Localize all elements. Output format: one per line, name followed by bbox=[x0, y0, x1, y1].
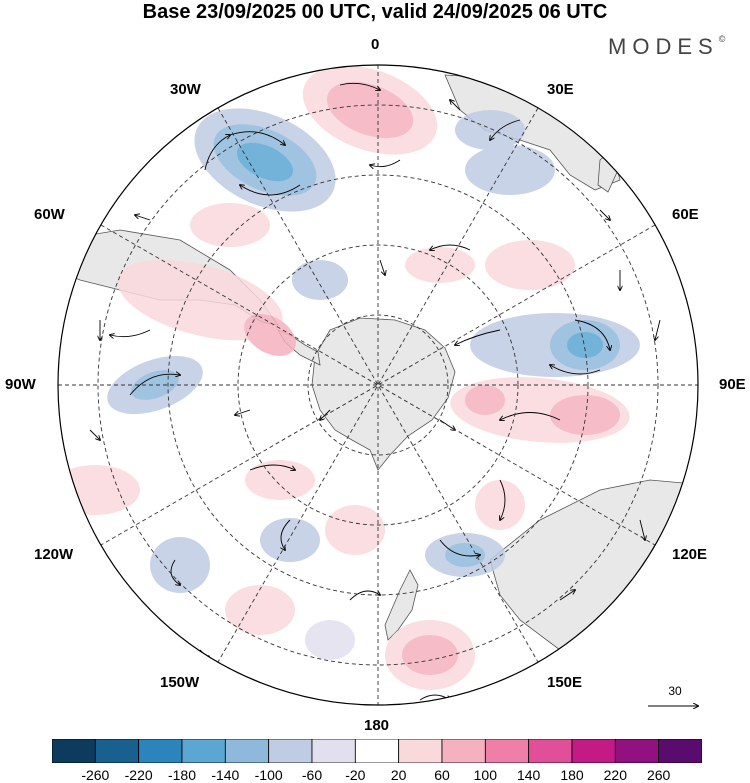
lon-label-150e: 150E bbox=[547, 674, 583, 691]
vector-scale: 30 bbox=[640, 684, 710, 714]
colorbar-tick-label: -220 bbox=[124, 767, 153, 783]
colorbar-tick-label: 60 bbox=[434, 767, 450, 783]
colorbar-tick-label: 220 bbox=[603, 767, 628, 783]
brand-mark: © bbox=[718, 34, 726, 44]
colorbar-swatch bbox=[614, 739, 660, 763]
lon-label-120e: 120E bbox=[672, 546, 708, 563]
colorbar-swatch bbox=[138, 739, 183, 763]
colorbar-tick-label: -260 bbox=[81, 767, 110, 783]
lon-label-60e: 60E bbox=[672, 206, 699, 223]
graticule bbox=[58, 65, 698, 705]
map-boundary bbox=[57, 64, 699, 706]
colorbar-swatch bbox=[571, 739, 616, 763]
colorbar-swatch bbox=[311, 739, 356, 763]
lon-label-120w: 120W bbox=[34, 546, 74, 563]
colorbar-swatch bbox=[484, 739, 530, 763]
brand-logo: MODES© bbox=[608, 34, 725, 60]
colorbar-tick-label: 260 bbox=[646, 767, 671, 783]
colorbar-tick-label: 180 bbox=[560, 767, 584, 783]
map-title: Base 23/09/2025 00 UTC, valid 24/09/2025… bbox=[142, 1, 608, 23]
colorbar-swatch bbox=[94, 739, 140, 763]
brand-name: MODES bbox=[608, 34, 719, 59]
colorbar-swatch bbox=[268, 739, 313, 763]
colorbar-tick-label: -180 bbox=[167, 767, 197, 783]
lon-label-90e: 90E bbox=[719, 376, 746, 393]
colorbar-tick-label: -20 bbox=[345, 767, 366, 783]
vector-scale-value: 30 bbox=[668, 684, 682, 698]
colorbar-swatch bbox=[441, 739, 486, 763]
lon-label-30e: 30E bbox=[547, 81, 574, 98]
colorbar bbox=[52, 739, 702, 763]
colorbar-tick-label: 140 bbox=[516, 767, 541, 783]
lon-label-150w: 150W bbox=[160, 674, 200, 691]
lon-label-30w: 30W bbox=[170, 81, 201, 98]
colorbar-tick-label: 100 bbox=[473, 767, 498, 783]
colorbar-swatch bbox=[181, 739, 226, 763]
colorbar-swatch bbox=[52, 739, 96, 763]
colorbar-tick-label: 20 bbox=[390, 767, 407, 783]
colorbar-swatch bbox=[528, 739, 573, 763]
anomaly-fields bbox=[58, 65, 640, 690]
colorbar-tick-label: -140 bbox=[211, 767, 240, 783]
lon-label-180: 180 bbox=[364, 717, 390, 734]
colorbar-swatch bbox=[398, 739, 443, 763]
colorbar-swatch bbox=[224, 739, 270, 763]
colorbar-tick-label: -60 bbox=[301, 767, 323, 783]
colorbar-tick-label: -100 bbox=[254, 767, 283, 783]
lon-label-0: 0 bbox=[371, 36, 380, 53]
colorbar-swatch bbox=[354, 739, 400, 763]
lon-label-60w: 60W bbox=[34, 206, 65, 223]
colorbar-swatch bbox=[658, 739, 702, 763]
lon-label-90w: 90W bbox=[5, 376, 36, 393]
new-zealand bbox=[384, 569, 419, 641]
